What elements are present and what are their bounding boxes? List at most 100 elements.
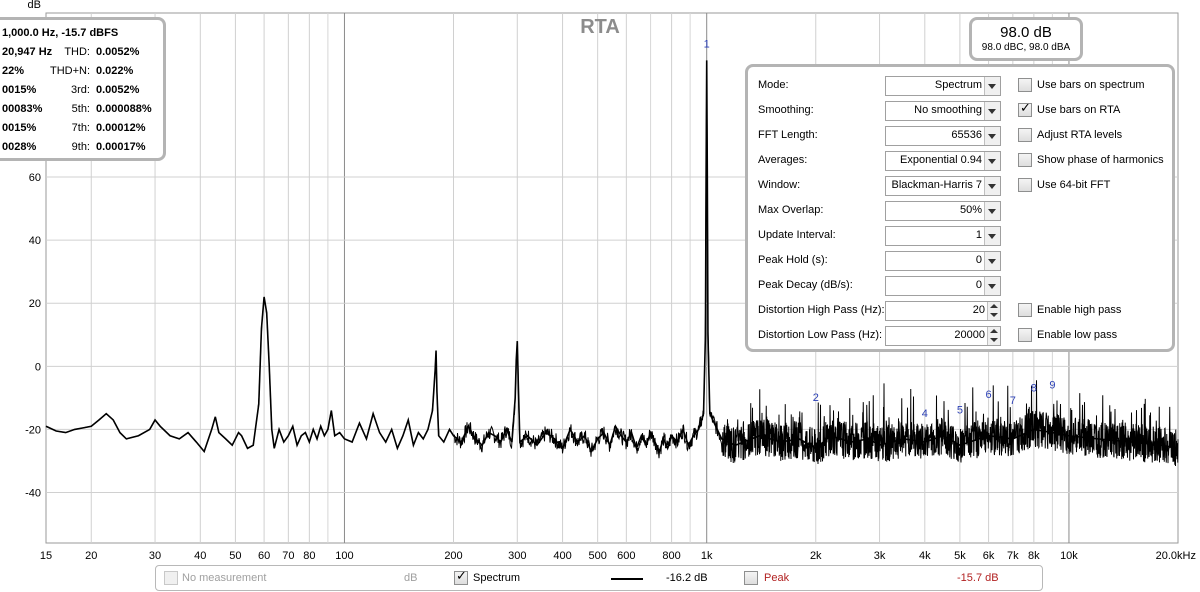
harmonic-marker: 9 <box>1049 379 1055 391</box>
setting-dropdown[interactable]: No smoothing <box>885 101 1001 121</box>
setting-value: No smoothing <box>914 104 982 116</box>
option-label: Use 64-bit FFT <box>1037 179 1111 191</box>
option-checkbox-row[interactable]: Show phase of harmonics <box>1018 151 1168 171</box>
stats-label: 3rd: <box>71 84 90 96</box>
chevron-down-icon[interactable] <box>984 227 1000 245</box>
stats-left-value: 0028% <box>2 141 37 153</box>
option-checkbox-row[interactable]: Enable high pass <box>1018 301 1168 321</box>
setting-value: 65536 <box>951 129 982 141</box>
setting-value: 0 <box>975 279 982 291</box>
option-checkbox[interactable] <box>1018 303 1032 317</box>
option-label: Show phase of harmonics <box>1037 154 1164 166</box>
setting-row: Smoothing: No smoothing <box>758 101 1008 121</box>
stats-header: 1,000.0 Hz, -15.7 dBFS <box>2 27 119 39</box>
stats-value: 0.00017% <box>96 141 146 153</box>
distortion-stats-panel: 1,000.0 Hz, -15.7 dBFS 20,947 Hz THD: 0.… <box>0 17 166 161</box>
stats-label: 5th: <box>71 103 90 115</box>
x-tick-label: 300 <box>508 550 526 562</box>
x-tick-label: 6k <box>983 550 995 562</box>
setting-value: Exponential 0.94 <box>900 154 982 166</box>
option-checkbox[interactable] <box>1018 328 1032 342</box>
setting-spinbox[interactable]: 20 <box>885 301 1001 321</box>
harmonic-marker: 7 <box>1010 395 1016 407</box>
peak-checkbox[interactable] <box>744 571 758 585</box>
x-tick-label: 1k <box>701 550 713 562</box>
spectrum-trace <box>45 106 1179 466</box>
chevron-down-icon[interactable] <box>984 177 1000 195</box>
no-measurement-checkbox[interactable] <box>164 571 178 585</box>
spl-weighted-values: 98.0 dBC, 98.0 dBA <box>981 42 1071 53</box>
setting-row: Distortion High Pass (Hz): 20 <box>758 301 1008 321</box>
setting-dropdown[interactable]: Blackman-Harris 7 <box>885 176 1001 196</box>
setting-dropdown[interactable]: 0 <box>885 251 1001 271</box>
x-tick-label: 2k <box>810 550 822 562</box>
setting-dropdown[interactable]: 1 <box>885 226 1001 246</box>
stats-label: 7th: <box>71 122 90 134</box>
harmonic-marker: 8 <box>1031 383 1037 395</box>
stats-value: 0.000088% <box>96 103 152 115</box>
stats-left-value: 0015% <box>2 84 37 96</box>
y-tick-label: 60 <box>29 172 41 184</box>
peak-label: Peak <box>764 572 790 584</box>
setting-row: Distortion Low Pass (Hz): 20000 <box>758 326 1008 346</box>
setting-dropdown[interactable]: Spectrum <box>885 76 1001 96</box>
stats-left-value: 22% <box>2 65 25 77</box>
option-checkbox[interactable] <box>1018 128 1032 142</box>
rta-settings-panel: Mode: Spectrum Smoothing: No smoothing FFT… <box>745 64 1175 352</box>
option-checkbox-row[interactable]: Enable low pass <box>1018 326 1168 346</box>
harmonic-marker: 6 <box>986 389 992 401</box>
y-tick-label: 0 <box>35 361 41 373</box>
y-tick-label: -20 <box>25 424 41 436</box>
x-tick-label: 10k <box>1060 550 1078 562</box>
x-tick-label: 15 <box>40 550 52 562</box>
x-tick-label: 20.0kHz <box>1156 550 1196 562</box>
x-tick-label: 800 <box>662 550 680 562</box>
setting-dropdown[interactable]: Exponential 0.94 <box>885 151 1001 171</box>
setting-label: Distortion Low Pass (Hz): <box>758 329 883 341</box>
setting-label: Mode: <box>758 79 789 91</box>
spin-arrows[interactable] <box>987 327 1000 345</box>
chevron-down-icon[interactable] <box>984 102 1000 120</box>
setting-value: Spectrum <box>934 79 982 91</box>
chevron-down-icon[interactable] <box>984 77 1000 95</box>
chart-title: RTA <box>580 16 620 38</box>
setting-dropdown[interactable]: 65536 <box>885 126 1001 146</box>
x-tick-label: 500 <box>588 550 606 562</box>
chevron-down-icon[interactable] <box>984 202 1000 220</box>
spin-arrows[interactable] <box>987 302 1000 320</box>
x-tick-label: 7k <box>1007 550 1019 562</box>
option-checkbox-row[interactable]: Use bars on spectrum <box>1018 76 1168 96</box>
option-checkbox[interactable] <box>1018 78 1032 92</box>
setting-dropdown[interactable]: 0 <box>885 276 1001 296</box>
no-measurement-label: No measurement <box>182 572 267 584</box>
setting-row: Peak Decay (dB/s): 0 <box>758 276 1008 296</box>
option-checkbox[interactable] <box>1018 101 1032 117</box>
option-checkbox-row[interactable]: Use 64-bit FFT <box>1018 176 1168 196</box>
chevron-down-icon[interactable] <box>984 152 1000 170</box>
stats-left-value: 00083% <box>2 103 43 115</box>
setting-spinbox[interactable]: 20000 <box>885 326 1001 346</box>
x-tick-label: 8k <box>1028 550 1040 562</box>
setting-label: Peak Decay (dB/s): <box>758 279 853 291</box>
option-checkbox[interactable] <box>1018 153 1032 167</box>
x-tick-label: 3k <box>874 550 886 562</box>
chevron-down-icon[interactable] <box>984 252 1000 270</box>
stats-label: THD: <box>64 46 90 58</box>
option-checkbox[interactable] <box>1018 178 1032 192</box>
setting-row: FFT Length: 65536 <box>758 126 1008 146</box>
setting-value: 20 <box>972 304 985 316</box>
option-checkbox-row[interactable]: Adjust RTA levels <box>1018 126 1168 146</box>
option-checkbox-row[interactable]: Use bars on RTA <box>1018 101 1168 121</box>
x-tick-label: 30 <box>149 550 161 562</box>
x-tick-label: 80 <box>303 550 315 562</box>
x-tick-label: 600 <box>617 550 635 562</box>
setting-value: Blackman-Harris 7 <box>891 179 982 191</box>
setting-dropdown[interactable]: 50% <box>885 201 1001 221</box>
chevron-down-icon[interactable] <box>984 127 1000 145</box>
no-measurement-unit: dB <box>404 572 418 584</box>
x-tick-label: 400 <box>553 550 571 562</box>
option-label: Use bars on RTA <box>1037 104 1121 116</box>
spectrum-checkbox[interactable] <box>454 569 468 585</box>
chevron-down-icon[interactable] <box>984 277 1000 295</box>
x-tick-label: 5k <box>954 550 966 562</box>
